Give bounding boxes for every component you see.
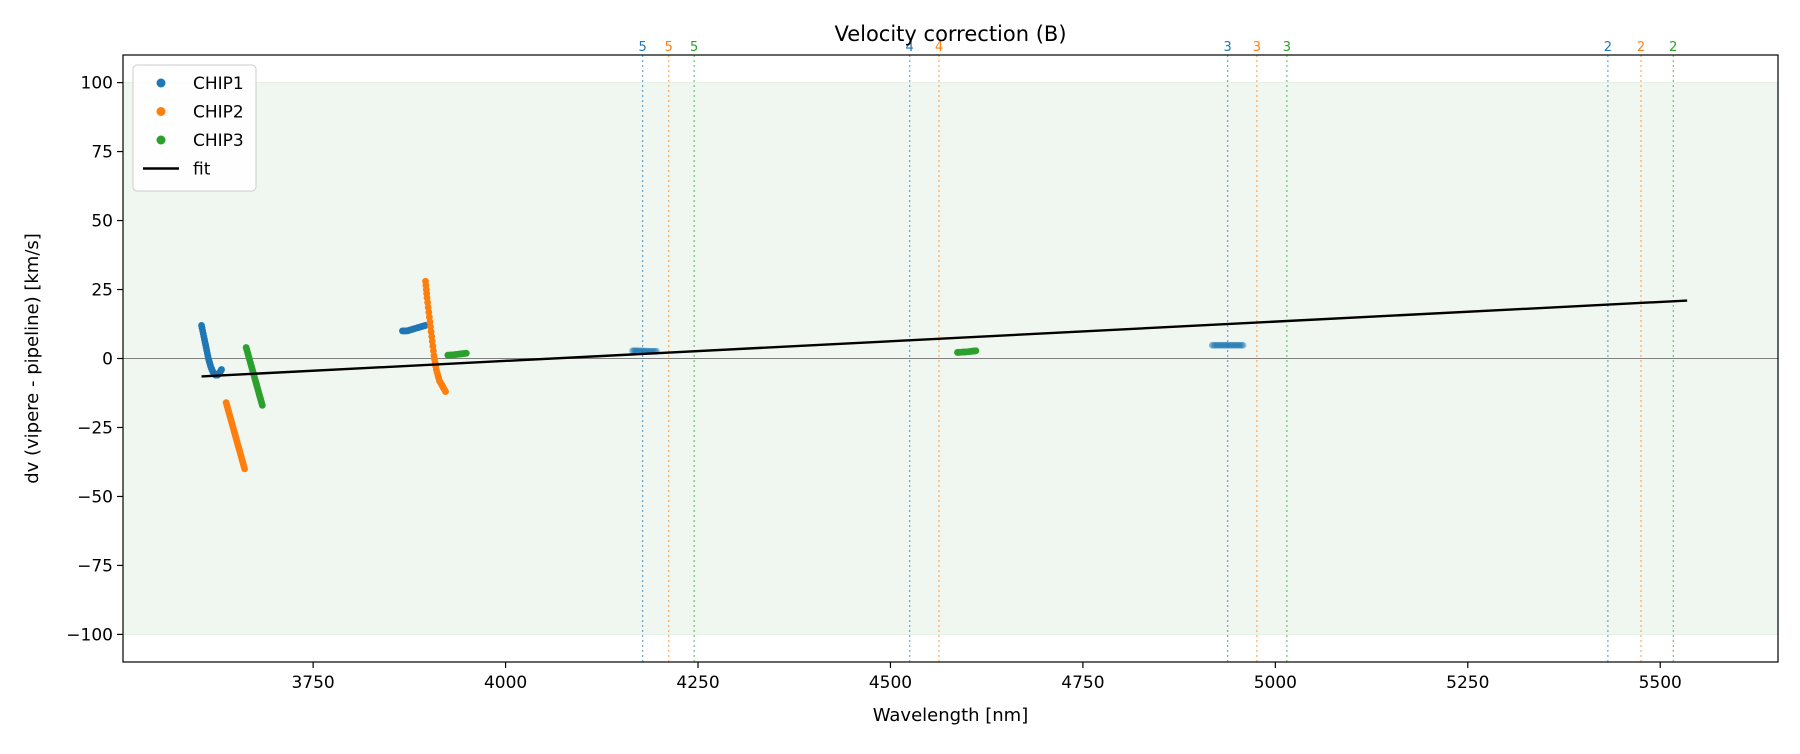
data-point-chip1-3-2 <box>1221 341 1228 349</box>
legend-label-chip1: CHIP1 <box>193 74 244 94</box>
y-axis-label: dv (vipere - pipeline) [km/s] <box>22 233 43 484</box>
x-tick-label-2: 4250 <box>676 673 719 693</box>
x-tick-label-4: 4750 <box>1061 673 1104 693</box>
legend-marker-chip3 <box>156 135 166 145</box>
legend-marker-chip2 <box>156 107 166 116</box>
order-marker-label-4: 4 <box>935 40 943 55</box>
y-tick-label-1: −75 <box>77 556 113 576</box>
chart-title: Velocity correction (B) <box>834 22 1066 46</box>
x-tick-label-6: 5250 <box>1446 673 1489 693</box>
legend-box <box>132 64 257 192</box>
y-tick-label-0: −100 <box>66 625 113 645</box>
order-marker-label-8: 2 <box>1604 40 1612 55</box>
order-marker-label-5: 3 <box>1223 40 1231 55</box>
x-tick-label-7: 5500 <box>1639 673 1682 693</box>
y-tick-label-7: 75 <box>91 143 113 163</box>
data-point-chip2-0-8 <box>241 465 249 473</box>
order-marker-label-6: 3 <box>1253 40 1261 55</box>
data-point-chip1-3-5 <box>1239 341 1247 349</box>
order-marker-label-0: 5 <box>638 40 646 55</box>
data-point-chip3-1-4 <box>462 349 470 357</box>
data-point-chip1-2-1 <box>634 347 642 355</box>
legend-marker-chip1 <box>156 78 166 88</box>
legend-label-chip3: CHIP3 <box>193 131 244 151</box>
x-axis-label: Wavelength [nm] <box>873 705 1029 726</box>
x-tick-label-0: 3750 <box>291 673 334 693</box>
order-marker-label-10: 2 <box>1669 40 1677 55</box>
data-point-chip1-3-1 <box>1214 341 1222 349</box>
order-marker-label-3: 4 <box>906 40 914 55</box>
legend-label-fit: fit <box>193 160 211 180</box>
x-tick-label-5: 5000 <box>1254 673 1297 693</box>
data-point-chip2-1-8 <box>442 388 449 396</box>
data-point-chip1-3-4 <box>1233 341 1241 349</box>
y-tick-label-4: 0 <box>102 350 113 370</box>
data-point-chip3-0-7 <box>258 402 266 409</box>
legend: CHIP1 CHIP2 CHIP3 fit <box>132 64 257 192</box>
y-tick-label-2: −50 <box>77 487 113 507</box>
y-tick-label-6: 50 <box>91 212 113 232</box>
y-tick-label-8: 100 <box>81 74 113 94</box>
data-point-chip1-3-0 <box>1208 341 1216 349</box>
legend-label-chip2: CHIP2 <box>193 103 244 123</box>
order-marker-label-1: 5 <box>665 40 673 55</box>
order-marker-label-9: 2 <box>1637 40 1645 55</box>
data-point-chip1-3-3 <box>1227 341 1235 349</box>
order-marker-label-7: 3 <box>1283 40 1291 55</box>
data-point-chip3-2-4 <box>972 347 980 355</box>
x-tick-label-3: 4500 <box>869 673 912 693</box>
data-point-chip1-2-0 <box>629 347 636 355</box>
data-point-chip1-0-9 <box>218 366 225 373</box>
y-tick-label-5: 25 <box>91 281 113 301</box>
fit-line <box>201 299 1688 378</box>
order-marker-label-2: 5 <box>690 40 698 55</box>
series-chip2 <box>222 277 449 473</box>
y-tick-label-3: −25 <box>77 418 113 438</box>
x-tick-label-1: 4000 <box>484 673 527 693</box>
